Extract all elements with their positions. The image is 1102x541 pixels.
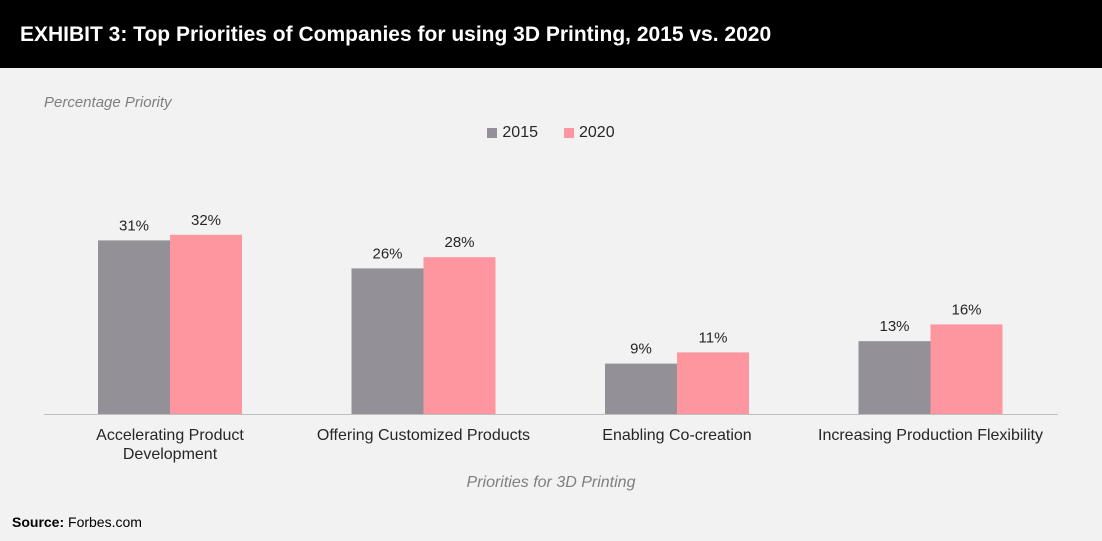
legend: 2015 2020 bbox=[0, 124, 1102, 142]
source-value: Forbes.com bbox=[68, 514, 142, 530]
legend-label-2015: 2015 bbox=[502, 124, 538, 141]
legend-label-2020: 2020 bbox=[579, 124, 615, 141]
source-note: Source: Forbes.com bbox=[12, 514, 142, 530]
bar-2015-2 bbox=[605, 363, 677, 414]
bar-2020-1 bbox=[423, 257, 496, 414]
data-label-2015-3: 13% bbox=[879, 318, 909, 335]
data-label-2020-3: 16% bbox=[951, 301, 981, 318]
source-label: Source: bbox=[12, 514, 65, 530]
bar-2020-0 bbox=[170, 234, 242, 414]
data-label-2020-1: 28% bbox=[444, 234, 474, 251]
category-label-0: Development bbox=[123, 446, 218, 463]
y-axis-label: Percentage Priority bbox=[44, 94, 172, 111]
bar-2020-2 bbox=[677, 352, 749, 414]
legend-swatch-2015 bbox=[487, 128, 498, 138]
category-label-1: Offering Customized Products bbox=[317, 427, 530, 444]
bar-2015-0 bbox=[98, 240, 170, 414]
data-label-2020-2: 11% bbox=[699, 329, 728, 346]
x-axis-label: Priorities for 3D Printing bbox=[466, 474, 636, 491]
bar-2015-3 bbox=[858, 341, 931, 414]
data-label-2015-0: 31% bbox=[119, 217, 149, 234]
legend-swatch-2020 bbox=[564, 128, 574, 138]
category-label-3: Increasing Production Flexibility bbox=[818, 427, 1043, 444]
chart-title: EXHIBIT 3: Top Priorities of Companies f… bbox=[20, 23, 772, 46]
legend-item-2015: 2015 bbox=[487, 124, 538, 142]
legend-item-2020: 2020 bbox=[564, 124, 615, 142]
bar-2020-3 bbox=[930, 324, 1003, 414]
data-label-2020-0: 32% bbox=[191, 212, 221, 229]
category-label-2: Enabling Co-creation bbox=[602, 427, 751, 444]
data-label-2015-2: 9% bbox=[630, 341, 652, 358]
exhibit-header: EXHIBIT 3: Top Priorities of Companies f… bbox=[0, 0, 1102, 68]
bar-2015-1 bbox=[351, 268, 424, 414]
data-label-2015-1: 26% bbox=[372, 245, 402, 262]
category-label-0: Accelerating Product bbox=[96, 427, 244, 444]
